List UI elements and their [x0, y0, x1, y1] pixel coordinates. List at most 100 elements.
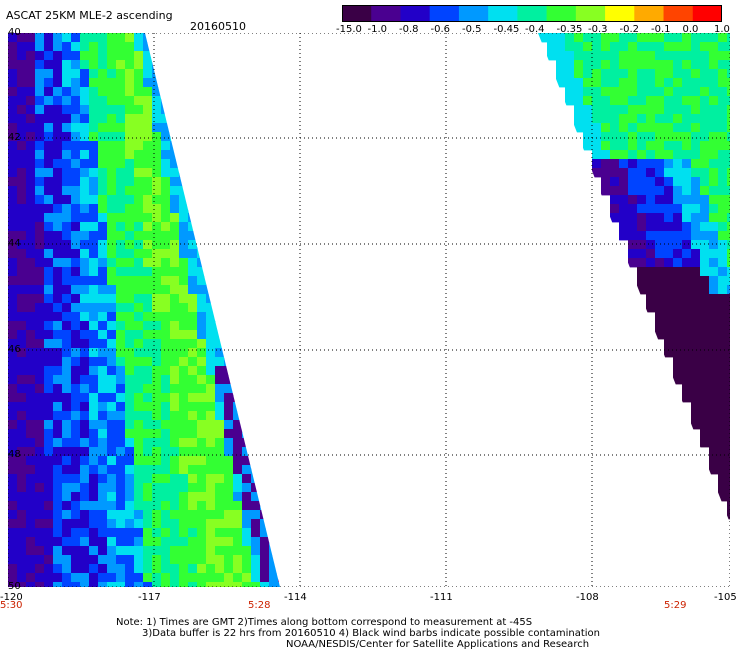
swath-cell — [8, 231, 18, 241]
swath-cell — [44, 69, 54, 79]
swath-cell — [287, 132, 296, 141]
swath-cell — [278, 222, 280, 232]
swath-cell — [53, 222, 63, 232]
swath-cell — [98, 186, 108, 196]
swath-cell — [80, 114, 90, 124]
swath-cell — [287, 114, 296, 123]
swath-cell — [278, 294, 280, 304]
swath-cell — [89, 78, 99, 88]
swath-cell — [44, 213, 54, 223]
swath-cell — [152, 186, 162, 196]
swath-cell — [53, 87, 63, 97]
swath-cell — [709, 438, 719, 448]
swath-cell — [700, 195, 710, 205]
swath-cell — [35, 501, 45, 511]
colorbar — [342, 5, 722, 22]
swath-cell — [664, 330, 674, 340]
swath-cell — [646, 240, 656, 250]
swath-cell — [62, 105, 72, 115]
swath-cell — [107, 411, 117, 421]
swath-cell — [170, 213, 180, 223]
swath-cell — [8, 249, 18, 259]
swath-cell — [53, 564, 63, 574]
swath-cell — [242, 285, 252, 295]
swath-cell — [646, 267, 656, 277]
swath-cell — [152, 456, 162, 466]
swath-cell — [224, 393, 234, 403]
swath-cell — [233, 474, 243, 484]
swath-cell — [197, 177, 207, 187]
swath-cell — [242, 546, 252, 556]
swath-cell — [242, 384, 252, 394]
swath-cell — [116, 168, 126, 178]
swath-cell — [682, 294, 692, 304]
swath-cell — [125, 321, 135, 331]
swath-cell — [251, 510, 261, 520]
swath-cell — [628, 141, 638, 151]
swath-cell — [80, 465, 90, 475]
swath-cell — [161, 249, 171, 259]
swath-cell — [53, 528, 63, 538]
lat-lon-grid — [8, 33, 730, 587]
swath-cell — [170, 123, 180, 133]
swath-cell — [197, 528, 207, 538]
colorbar-label: -15.0 — [336, 24, 362, 35]
swath-cell — [143, 528, 153, 538]
note-line-3: NOAA/NESDIS/Center for Satellite Applica… — [286, 639, 590, 650]
swath-cell — [664, 204, 674, 214]
swath-cell — [179, 303, 189, 313]
swath-cell — [98, 357, 108, 367]
swath-cell — [224, 132, 234, 142]
swath-cell — [80, 456, 90, 466]
swath-cell — [8, 132, 18, 142]
swath-cell — [35, 114, 45, 124]
swath-cell — [152, 231, 162, 241]
swath-cell — [206, 375, 216, 385]
swath-cell — [224, 465, 234, 475]
swath-cell — [8, 312, 18, 322]
swath-cell — [215, 231, 225, 241]
swath-cell — [98, 429, 108, 439]
swath-cell — [727, 177, 730, 187]
swath-cell — [188, 222, 198, 232]
swath-cell — [35, 87, 45, 97]
swath-cell — [98, 258, 108, 268]
swath-cell — [116, 267, 126, 277]
swath-cell — [179, 141, 189, 151]
swath-cell — [260, 375, 270, 385]
swath-cell — [610, 51, 620, 61]
swath-cell — [71, 195, 81, 205]
swath-cell — [8, 519, 18, 529]
swath-cell — [215, 258, 225, 268]
swath-cell — [89, 384, 99, 394]
swath-cell — [134, 267, 144, 277]
swath-cell — [152, 33, 162, 43]
swath-cell — [709, 213, 719, 223]
swath-cell — [89, 330, 99, 340]
swath-cell — [161, 78, 171, 88]
swath-cell — [161, 123, 171, 133]
swath-cell — [152, 105, 162, 115]
colorbar-swatch — [663, 5, 694, 22]
swath-cell — [35, 357, 45, 367]
swath-cell — [125, 573, 135, 583]
swath-cell — [197, 87, 207, 97]
swath-cell — [125, 348, 135, 358]
swath-cell — [134, 492, 144, 502]
swath-cell — [26, 384, 36, 394]
swath-cell — [197, 159, 207, 169]
swath-cell — [44, 528, 54, 538]
swath-cell — [601, 186, 611, 196]
swath-cell — [80, 213, 90, 223]
swath-cell — [170, 159, 180, 169]
swath-cell — [53, 393, 63, 403]
swath-cell — [80, 573, 90, 583]
swath-cell — [17, 105, 27, 115]
swath-cell — [71, 528, 81, 538]
swath-cell — [718, 231, 728, 241]
swath-cell — [116, 294, 126, 304]
swath-cell — [89, 492, 99, 502]
swath-cell — [170, 573, 180, 583]
swath-cell — [188, 564, 198, 574]
swath-cell — [664, 150, 674, 160]
